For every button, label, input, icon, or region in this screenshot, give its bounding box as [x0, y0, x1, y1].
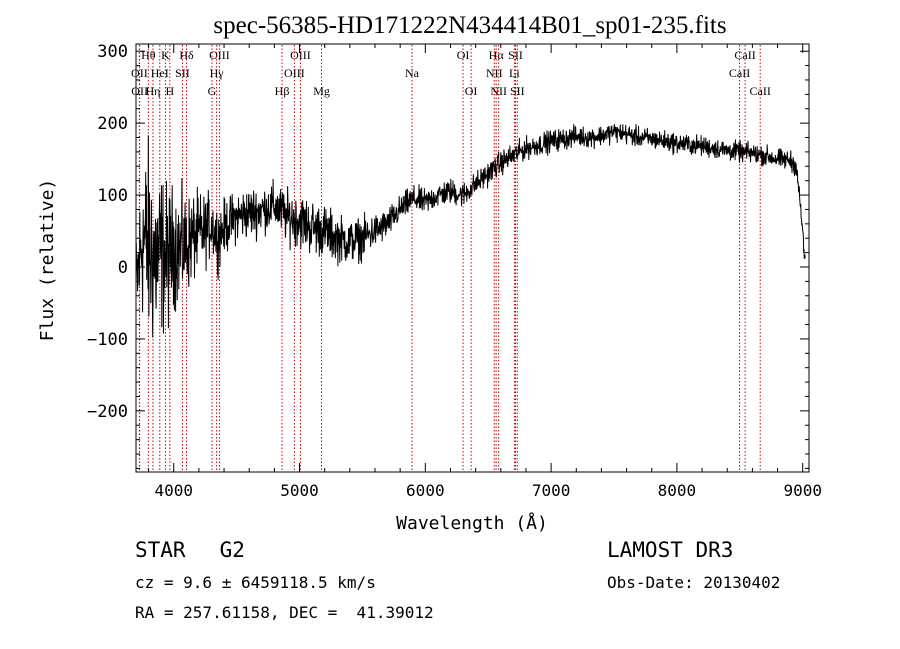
line-marker-label: NII [490, 84, 507, 98]
y-axis: −200 −100 0 100 200 300 [87, 42, 809, 469]
coordinates-readout: RA = 257.61158, DEC = 41.39012 [135, 603, 434, 622]
line-marker-label: OIII [209, 48, 230, 62]
x-tick-label: 4000 [154, 481, 193, 500]
line-marker-label: CaII [729, 66, 750, 80]
x-tick-label: 7000 [532, 481, 571, 500]
class-info: STAR G2 [135, 538, 245, 562]
y-axis-label: Flux (relative) [37, 179, 58, 342]
line-marker-label: OIII [290, 48, 311, 62]
star-subclass: G2 [219, 538, 245, 562]
line-marker-label: G [208, 84, 217, 98]
x-tick-label: 6000 [406, 481, 445, 500]
line-marker-label: Na [405, 66, 420, 80]
obs-date: Obs-Date: 20130402 [607, 573, 781, 592]
survey-label: LAMOST DR3 [607, 538, 734, 562]
flux-series-line [135, 124, 806, 338]
line-marker-label: Hβ [275, 84, 290, 98]
x-axis-label: Wavelength (Å) [396, 512, 548, 534]
chart-title: spec-56385-HD171222N434414B01_sp01-235.f… [213, 12, 726, 39]
line-marker-label: HeI [151, 66, 169, 80]
line-marker-label: Hα [489, 48, 505, 62]
line-marker-label: OII [131, 84, 148, 98]
star-class: STAR [135, 538, 186, 562]
line-marker-label: Li [509, 66, 520, 80]
line-marker-label: NII [486, 66, 503, 80]
x-tick-label: 8000 [658, 481, 697, 500]
y-tick-label: −100 [87, 330, 128, 350]
line-marker-label: Hη [146, 84, 161, 98]
cz-readout: cz = 9.6 ± 6459118.5 km/s [135, 573, 376, 592]
y-tick-label: 300 [97, 42, 128, 62]
y-tick-label: −200 [87, 402, 128, 422]
line-markers: HθOIIOIIHηHeIKHSIIHδGOIIIHγHβOIIIOIIIMgN… [131, 45, 771, 471]
line-marker-label: SII [510, 84, 525, 98]
line-marker-label: SII [175, 66, 190, 80]
line-marker-label: K [161, 48, 170, 62]
plot-frame [135, 43, 810, 473]
y-tick-label: 0 [118, 258, 128, 278]
y-tick-label: 200 [97, 114, 128, 134]
x-axis: 4000 5000 6000 7000 8000 9000 [148, 44, 822, 500]
line-marker-label: Hγ [210, 66, 225, 80]
line-marker-label: OI [465, 84, 478, 98]
line-marker-label: Hθ [141, 48, 156, 62]
x-tick-label: 5000 [280, 481, 319, 500]
line-marker-label: OIII [284, 66, 305, 80]
line-marker-label: Mg [313, 84, 330, 98]
series-layer [135, 124, 806, 338]
line-marker-label: H [166, 84, 175, 98]
line-marker-label: CaII [750, 84, 771, 98]
line-marker-label: OI [457, 48, 470, 62]
line-marker-label: SII [508, 48, 523, 62]
line-marker-label: Hδ [179, 48, 194, 62]
line-marker-label: CaII [734, 48, 755, 62]
y-tick-label: 100 [97, 186, 128, 206]
x-tick-label: 9000 [783, 481, 822, 500]
